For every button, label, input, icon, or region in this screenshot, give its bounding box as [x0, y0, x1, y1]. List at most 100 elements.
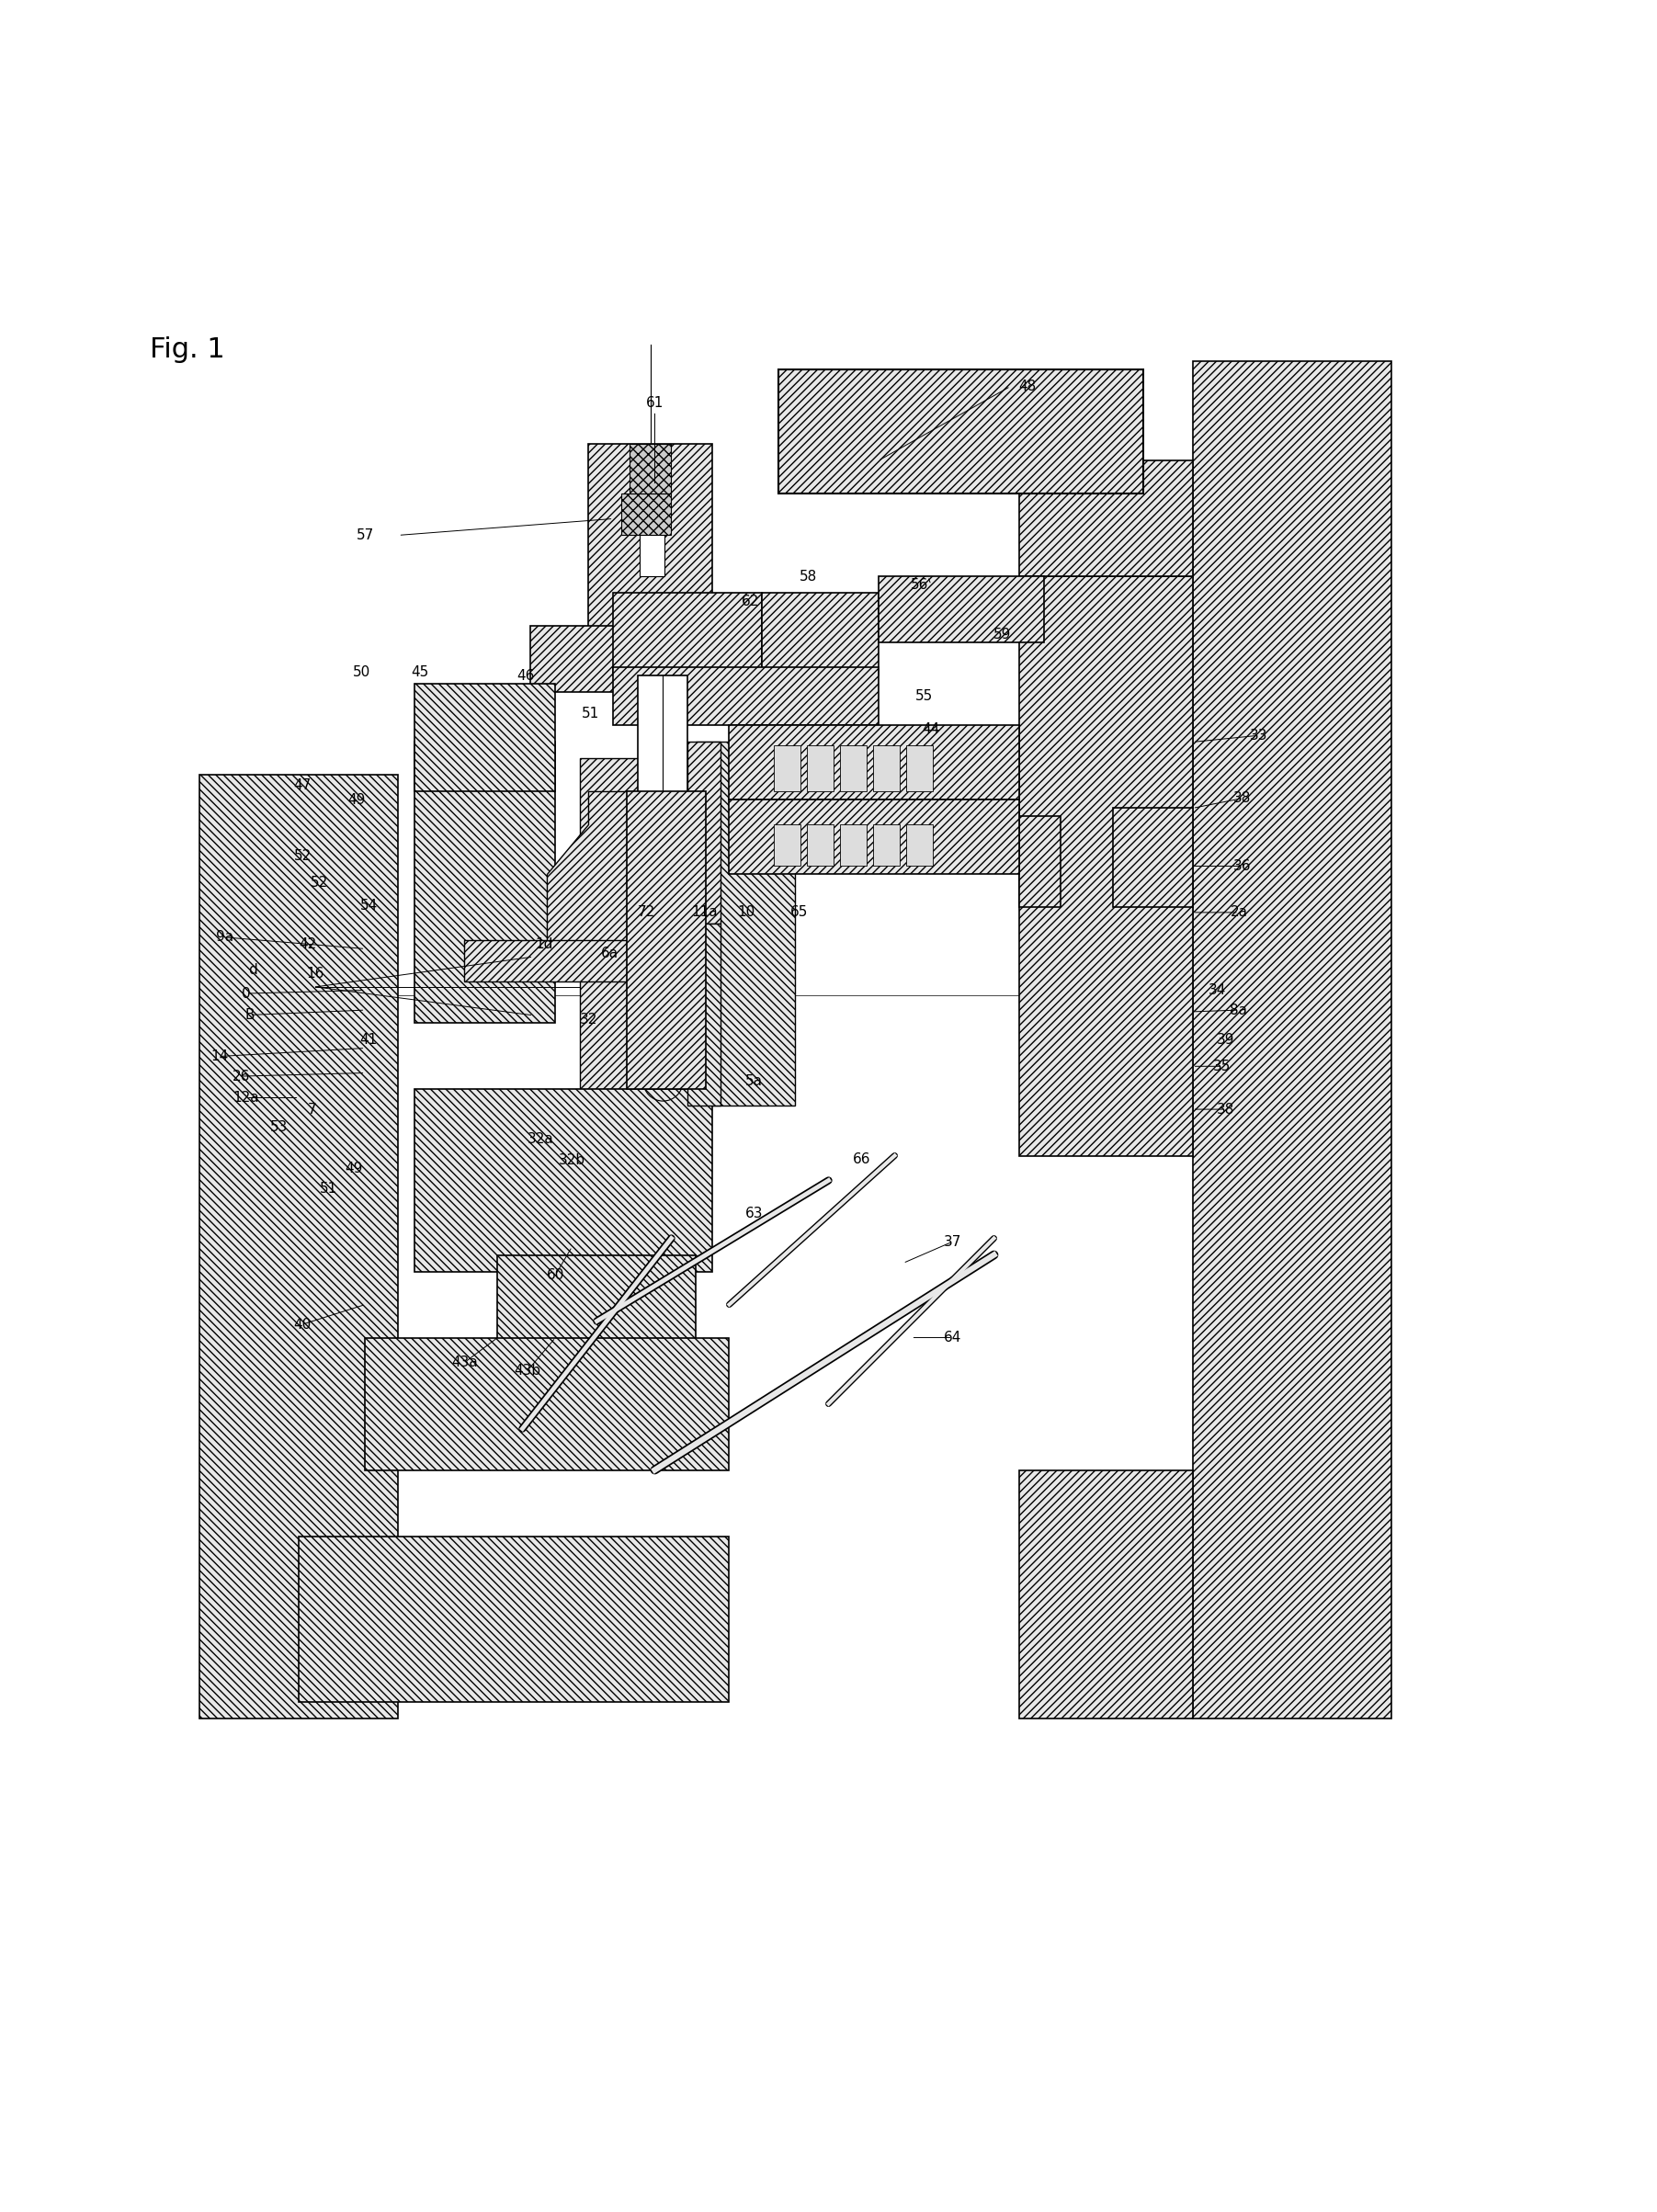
Bar: [414, 1091, 713, 1272]
Bar: [779, 369, 1143, 493]
Bar: [1019, 577, 1193, 1155]
Text: d: d: [249, 964, 257, 978]
Text: 51: 51: [582, 708, 600, 721]
Bar: [414, 741, 555, 1024]
Bar: [640, 493, 664, 577]
Text: 50: 50: [353, 666, 371, 679]
Text: Fig. 1: Fig. 1: [151, 336, 225, 363]
Text: 8a: 8a: [1229, 1004, 1248, 1018]
Text: 39: 39: [1216, 1033, 1234, 1046]
Text: 6a: 6a: [601, 947, 620, 960]
Text: 38: 38: [1233, 792, 1251, 805]
Text: 64: 64: [944, 1332, 961, 1345]
Text: 12a: 12a: [234, 1091, 258, 1104]
Bar: [630, 445, 671, 493]
Text: 16: 16: [307, 967, 325, 980]
Bar: [729, 726, 1019, 801]
Text: 49: 49: [345, 1161, 363, 1177]
Text: 53: 53: [270, 1121, 288, 1135]
Text: 42: 42: [298, 938, 316, 951]
Bar: [840, 745, 867, 792]
Bar: [626, 792, 706, 1091]
Bar: [807, 745, 833, 792]
Text: 33: 33: [1249, 728, 1268, 743]
Bar: [1019, 460, 1193, 577]
Text: 66: 66: [853, 1152, 870, 1166]
Text: 55: 55: [916, 688, 933, 703]
Bar: [774, 825, 800, 867]
Bar: [1019, 816, 1060, 907]
Text: 62: 62: [742, 595, 759, 608]
Bar: [200, 774, 398, 1719]
Polygon shape: [547, 792, 630, 973]
Bar: [298, 1535, 729, 1701]
Text: 44: 44: [923, 721, 940, 737]
Text: 72: 72: [638, 905, 656, 920]
Text: 7: 7: [308, 1102, 316, 1117]
Text: 26: 26: [232, 1068, 250, 1084]
Text: 52: 52: [293, 849, 312, 863]
Text: 46: 46: [517, 668, 535, 684]
Bar: [729, 801, 1019, 874]
Bar: [774, 745, 800, 792]
Bar: [1019, 1471, 1193, 1719]
Text: B: B: [245, 1009, 254, 1022]
Bar: [613, 593, 762, 677]
Text: 45: 45: [411, 666, 429, 679]
Bar: [588, 445, 713, 644]
Bar: [906, 745, 933, 792]
Text: 5a: 5a: [746, 1075, 762, 1088]
Text: 37: 37: [944, 1234, 961, 1248]
Bar: [873, 825, 900, 867]
Text: 32a: 32a: [527, 1133, 553, 1146]
Text: 0: 0: [242, 987, 250, 1000]
Bar: [621, 493, 671, 535]
Text: 52: 52: [310, 876, 328, 889]
Bar: [497, 1254, 696, 1354]
Bar: [414, 684, 555, 792]
Text: 48: 48: [1017, 380, 1036, 394]
Text: 2a: 2a: [1229, 905, 1248, 920]
Bar: [580, 958, 646, 1106]
Bar: [365, 1338, 729, 1471]
Text: 36: 36: [1233, 858, 1251, 874]
Text: 60: 60: [547, 1267, 565, 1281]
Text: 10: 10: [737, 905, 754, 920]
Bar: [840, 825, 867, 867]
Bar: [762, 593, 878, 677]
Text: 34: 34: [1208, 984, 1226, 998]
Text: 59: 59: [993, 628, 1011, 641]
Text: 58: 58: [800, 571, 817, 584]
Text: 61: 61: [646, 396, 664, 409]
Text: 9a: 9a: [215, 931, 234, 945]
Text: 38: 38: [1216, 1102, 1234, 1117]
Text: 57: 57: [356, 529, 374, 542]
Text: 40: 40: [293, 1318, 312, 1332]
Bar: [878, 577, 1044, 644]
Text: 43a: 43a: [451, 1356, 477, 1369]
Bar: [1193, 361, 1390, 1719]
Text: 43b: 43b: [514, 1365, 540, 1378]
Text: 51: 51: [320, 1181, 338, 1197]
Bar: [807, 825, 833, 867]
Text: 32: 32: [580, 1013, 598, 1026]
Text: 65: 65: [790, 905, 807, 920]
Bar: [580, 759, 646, 907]
Text: 41: 41: [360, 1033, 378, 1046]
Text: 32b: 32b: [558, 1155, 585, 1168]
Polygon shape: [688, 925, 721, 1106]
Bar: [906, 825, 933, 867]
Bar: [1114, 807, 1193, 907]
Text: 54: 54: [360, 898, 378, 914]
Bar: [613, 668, 878, 726]
Text: 11a: 11a: [691, 905, 717, 920]
Polygon shape: [464, 940, 630, 982]
Bar: [696, 741, 795, 1106]
Text: 63: 63: [746, 1206, 762, 1221]
Text: 47: 47: [293, 779, 312, 792]
Text: 14: 14: [210, 1048, 229, 1064]
Bar: [638, 677, 688, 1040]
Bar: [530, 626, 771, 692]
Text: 35: 35: [1213, 1060, 1231, 1073]
Text: 56: 56: [911, 577, 928, 593]
